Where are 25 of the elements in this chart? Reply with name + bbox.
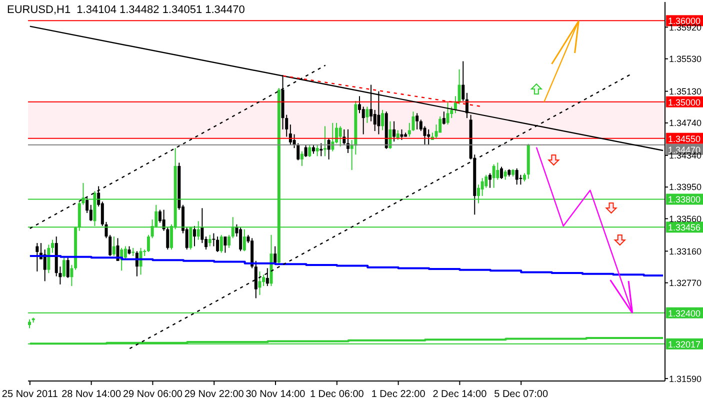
x-tick-label: 1 Dec 06:00 [310, 389, 364, 398]
x-tick-label: 30 Nov 14:00 [246, 389, 306, 398]
y-tick-label: 1.33560 [669, 214, 702, 224]
candlestick [212, 233, 216, 246]
ref-line-label: 1.32017 [668, 339, 701, 350]
y-tick-label: 1.33160 [669, 246, 702, 256]
x-tick-label: 25 Nov 2011 [2, 389, 58, 398]
ref-line-label: 1.34550 [668, 134, 701, 144]
ref-line-label: 1.35000 [668, 97, 701, 108]
x-tick-label: 5 Dec 07:00 [494, 389, 548, 398]
ref-line-label: 1.32400 [668, 308, 701, 318]
ref-line-label: 1.33800 [668, 194, 701, 205]
x-tick-label: 28 Nov 14:00 [62, 389, 122, 398]
y-tick-label: 1.31590 [669, 374, 702, 384]
y-tick-label: 1.35530 [669, 54, 702, 64]
x-tick-label: 2 Dec 14:00 [432, 389, 488, 398]
y-tick-label: 1.34740 [669, 118, 702, 128]
x-tick-label: 29 Nov 22:00 [184, 389, 244, 398]
y-tick-label: 1.33950 [669, 182, 702, 192]
y-tick-label: 1.35130 [669, 86, 702, 96]
x-tick-label: 29 Nov 06:00 [122, 389, 183, 398]
x-tick-label: 1 Dec 22:00 [371, 389, 426, 398]
chart-title: EURUSD,H1 1.34104 1.34482 1.34051 1.34470 [7, 4, 245, 16]
y-tick-label: 1.32770 [669, 278, 702, 288]
ref-line-label: 1.33456 [668, 222, 701, 233]
